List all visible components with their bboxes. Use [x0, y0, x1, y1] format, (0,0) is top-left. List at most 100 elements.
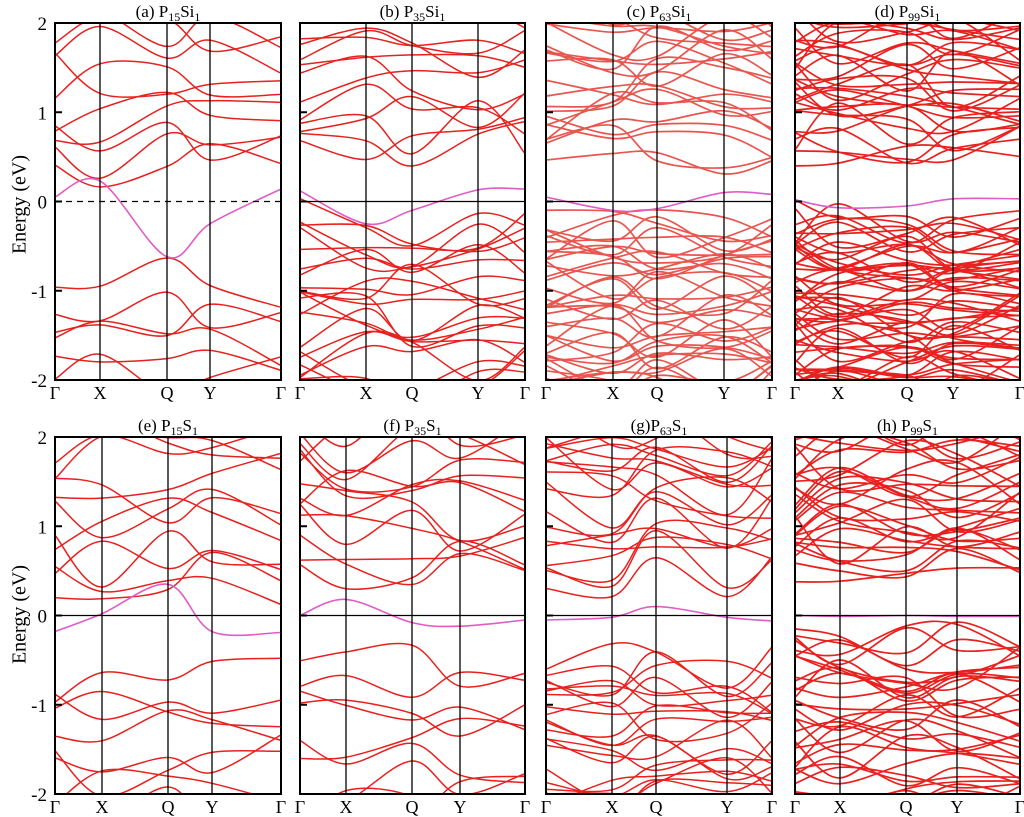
- conduction-band: [727, 437, 772, 452]
- x-tick-label: Γ: [276, 383, 286, 403]
- y-tick-label: 0: [38, 193, 48, 214]
- y-axis-label-bottom: Energy (eV): [8, 564, 31, 665]
- x-tick-label: Γ: [1015, 383, 1024, 403]
- panel-g: Γ X Q Y Γ (g)P63S1: [541, 416, 777, 817]
- x-tick-label: Γ: [541, 383, 551, 403]
- x-tick-label: Q: [901, 383, 914, 403]
- valence-band: [546, 716, 772, 747]
- conduction-band: [55, 131, 281, 179]
- x-tick-label: Γ: [520, 797, 530, 817]
- dopant-band: [546, 605, 772, 622]
- conduction-band: [546, 556, 772, 599]
- panel-b: Γ X Q Y Γ (b) P35Si1: [295, 2, 530, 403]
- conduction-band: [682, 23, 772, 42]
- x-tick-label: X: [360, 383, 373, 403]
- y-tick-label: -1: [31, 696, 47, 717]
- conduction-band: [546, 115, 772, 142]
- panel-f: Γ X Q Y Γ (f) P35S1: [295, 416, 530, 817]
- conduction-band: [795, 437, 1020, 480]
- conduction-band: [546, 150, 772, 175]
- valence-band: [795, 783, 1012, 794]
- y-tick-label: 0: [38, 607, 48, 628]
- y-tick-label: 2: [38, 14, 48, 35]
- x-tick-label: Γ: [50, 797, 60, 817]
- conduction-band: [322, 437, 363, 447]
- valence-band: [300, 368, 525, 380]
- y-axis-label-top: Energy (eV): [8, 154, 31, 255]
- panel-h: Γ X Q Y Γ (h) P99S1: [790, 416, 1024, 817]
- conduction-band: [546, 437, 772, 460]
- valence-band: [441, 775, 525, 794]
- y-tick-label: 1: [38, 103, 48, 124]
- x-tick-label: Q: [900, 797, 913, 817]
- x-tick-label: Q: [161, 383, 174, 403]
- x-tick-label: Γ: [767, 383, 777, 403]
- x-tick-label: Γ: [50, 383, 60, 403]
- x-tick-label: Γ: [520, 383, 530, 403]
- x-tick-label: Γ: [295, 797, 305, 817]
- bands-h: [795, 437, 1020, 794]
- bands-a: [55, 23, 281, 380]
- panel-title: (c) P63Si1: [627, 2, 692, 24]
- x-tick-label: Γ: [276, 797, 286, 817]
- y-tick-label: -2: [31, 371, 47, 392]
- x-tick-label: Q: [406, 383, 419, 403]
- panel-title: (b) P35Si1: [380, 2, 446, 24]
- x-tick-label: Q: [162, 797, 175, 817]
- valence-band: [546, 721, 772, 775]
- conduction-band: [546, 481, 772, 529]
- conduction-band: [55, 23, 281, 53]
- y-tick-label: 1: [38, 517, 48, 538]
- conduction-band: [930, 23, 1020, 32]
- panel-e: -2 -1 0 1 2 Γ X Q Y Γ (e) P15S1: [31, 416, 286, 817]
- x-tick-label: Y: [204, 383, 217, 403]
- x-tick-label: X: [94, 383, 107, 403]
- valence-band: [300, 359, 525, 380]
- valence-band: [55, 349, 281, 372]
- panel-title: (g)P63S1: [631, 416, 688, 438]
- x-tick-label: X: [340, 797, 353, 817]
- y-tick-label: 2: [38, 428, 48, 449]
- panel-c: Γ X Q Y Γ (c) P63Si1: [541, 2, 777, 403]
- x-tick-label: X: [606, 797, 619, 817]
- x-tick-label: Y: [718, 383, 731, 403]
- x-tick-label: Y: [454, 797, 467, 817]
- conduction-band: [300, 437, 525, 481]
- x-tick-label: Γ: [790, 797, 800, 817]
- x-tick-label: X: [607, 383, 620, 403]
- conduction-band: [300, 437, 520, 462]
- valence-band: [795, 371, 1000, 380]
- conduction-band: [55, 91, 281, 132]
- valence-band: [795, 628, 1020, 667]
- valence-band: [795, 659, 1020, 699]
- conduction-band: [546, 441, 772, 477]
- y-tick-label: -1: [31, 282, 47, 303]
- conduction-band: [546, 23, 772, 34]
- x-tick-label: Q: [406, 797, 419, 817]
- x-tick-label: Y: [947, 383, 960, 403]
- conduction-band: [795, 23, 998, 49]
- valence-band: [795, 374, 857, 380]
- x-tick-label: Q: [651, 383, 664, 403]
- x-tick-label: X: [834, 797, 847, 817]
- valence-band: [55, 303, 281, 337]
- x-tick-label: X: [96, 797, 109, 817]
- bands-g: [546, 437, 772, 794]
- conduction-band: [844, 437, 1020, 453]
- conduction-band: [546, 536, 772, 567]
- panel-title: (h) P99S1: [877, 416, 938, 438]
- dopant-band: [55, 177, 281, 259]
- valence-band: [813, 369, 884, 380]
- valence-band: [795, 789, 994, 794]
- panel-d: Γ X Q Y Γ (d) P99Si1: [790, 2, 1024, 403]
- bands-c: [546, 23, 772, 380]
- x-tick-label: X: [832, 383, 845, 403]
- valence-band: [55, 353, 281, 380]
- x-tick-label: Γ: [295, 383, 305, 403]
- x-tick-label: Γ: [767, 797, 777, 817]
- conduction-band: [55, 25, 281, 74]
- conduction-band: [55, 52, 281, 98]
- x-tick-label: Q: [650, 797, 663, 817]
- y-tick-label: -2: [31, 785, 47, 806]
